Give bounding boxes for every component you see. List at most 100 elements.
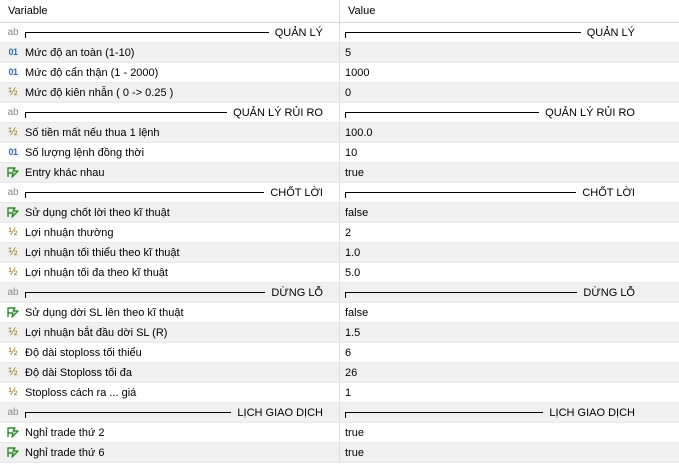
integer-type-icon: 01 xyxy=(8,147,18,157)
variable-name: Độ dài Stoploss tối đa xyxy=(25,366,133,379)
table-row[interactable]: ½ Stoploss cách ra ... giá 1 xyxy=(0,383,679,403)
variable-cell[interactable]: ½ Lợi nhuận bắt đầu dời SL (R) xyxy=(0,323,340,342)
variable-cell[interactable]: ½ Mức độ kiên nhẫn ( 0 -> 0.25 ) xyxy=(0,83,340,102)
variable-value: 2 xyxy=(345,226,352,239)
variable-cell[interactable]: ab DỪNG LỖ xyxy=(0,283,340,302)
table-row[interactable]: 01 Mức độ cẩn thận (1 - 2000) 1000 xyxy=(0,63,679,83)
column-header-variable[interactable]: Variable xyxy=(0,0,340,22)
integer-type-icon: 01 xyxy=(8,47,18,57)
variable-cell[interactable]: ½ Lợi nhuận tối đa theo kĩ thuật xyxy=(0,263,340,282)
table-row[interactable]: ½ Số tiền mất nếu thua 1 lệnh 100.0 xyxy=(0,123,679,143)
table-body: ab QUẢN LÝ QUẢN LÝ 01 Mức độ an toàn (1-10) 5… xyxy=(0,23,679,463)
separator-line xyxy=(25,412,232,418)
variable-cell[interactable]: ½ Stoploss cách ra ... giá xyxy=(0,383,340,402)
section-separator-value: QUẢN LÝ RỦI RO xyxy=(345,107,649,119)
variable-value: 5.0 xyxy=(345,266,361,279)
variable-name: Độ dài stoploss tối thiểu xyxy=(25,346,142,359)
double-type-icon: ½ xyxy=(8,226,18,238)
variable-cell[interactable]: ½ Độ dài Stoploss tối đa xyxy=(0,363,340,382)
variable-value: 100.0 xyxy=(345,126,373,139)
table-row[interactable]: Nghỉ trade thứ 6 true xyxy=(0,443,679,463)
table-row[interactable]: ½ Lợi nhuận tối thiểu theo kĩ thuật 1.0 xyxy=(0,243,679,263)
separator-line xyxy=(25,112,228,118)
value-cell[interactable]: false xyxy=(340,203,679,222)
separator-line xyxy=(345,292,578,298)
value-cell[interactable]: 100.0 xyxy=(340,123,679,142)
variable-cell[interactable]: ab QUẢN LÝ RỦI RO xyxy=(0,103,340,122)
bool-type-icon xyxy=(6,167,20,178)
value-cell[interactable]: 1 xyxy=(340,383,679,402)
value-cell[interactable]: 5 xyxy=(340,43,679,62)
value-cell[interactable]: 26 xyxy=(340,363,679,382)
table-row[interactable]: ½ Lợi nhuận thường 2 xyxy=(0,223,679,243)
table-header: Variable Value xyxy=(0,0,679,23)
value-cell[interactable]: QUẢN LÝ xyxy=(340,23,679,42)
value-cell[interactable]: 1.0 xyxy=(340,243,679,262)
variable-cell[interactable]: Sử dụng dời SL lên theo kĩ thuật xyxy=(0,303,340,322)
section-separator-value: QUẢN LÝ xyxy=(345,27,649,39)
variable-cell[interactable]: ½ Lợi nhuận thường xyxy=(0,223,340,242)
variable-value: 1.5 xyxy=(345,326,361,339)
bool-type-icon xyxy=(6,307,20,318)
variable-cell[interactable]: Entry khác nhau xyxy=(0,163,340,182)
table-row[interactable]: ½ Lợi nhuận tối đa theo kĩ thuật 5.0 xyxy=(0,263,679,283)
value-cell[interactable]: 10 xyxy=(340,143,679,162)
variable-cell[interactable]: ½ Lợi nhuận tối thiểu theo kĩ thuật xyxy=(0,243,340,262)
variable-cell[interactable]: Sử dụng chốt lời theo kĩ thuật xyxy=(0,203,340,222)
variable-value: 26 xyxy=(345,366,358,379)
table-row[interactable]: ½ Lợi nhuận bắt đầu dời SL (R) 1.5 xyxy=(0,323,679,343)
value-cell[interactable]: LỊCH GIAO DỊCH xyxy=(340,403,679,422)
value-cell[interactable]: 1.5 xyxy=(340,323,679,342)
variable-name: Lợi nhuận thường xyxy=(25,226,114,239)
variable-name: Lợi nhuận tối thiểu theo kĩ thuật xyxy=(25,246,180,259)
variable-name: Số lượng lệnh đồng thời xyxy=(25,146,145,159)
value-cell[interactable]: false xyxy=(340,303,679,322)
variable-cell[interactable]: Nghỉ trade thứ 6 xyxy=(0,443,340,462)
value-cell[interactable]: true xyxy=(340,423,679,442)
table-row[interactable]: Nghỉ trade thứ 2 true xyxy=(0,423,679,443)
variable-value: 1 xyxy=(345,386,352,399)
variable-cell[interactable]: ab QUẢN LÝ xyxy=(0,23,340,42)
variable-cell[interactable]: Nghỉ trade thứ 2 xyxy=(0,423,340,442)
value-cell[interactable]: 2 xyxy=(340,223,679,242)
table-row[interactable]: ab LỊCH GIAO DỊCH LỊCH GIAO DỊCH xyxy=(0,403,679,423)
variable-name: Entry khác nhau xyxy=(25,166,105,179)
variable-cell[interactable]: ½ Độ dài stoploss tối thiểu xyxy=(0,343,340,362)
variable-cell[interactable]: ab LỊCH GIAO DỊCH xyxy=(0,403,340,422)
value-cell[interactable]: DỪNG LỖ xyxy=(340,283,679,302)
value-cell[interactable]: 1000 xyxy=(340,63,679,82)
value-cell[interactable]: QUẢN LÝ RỦI RO xyxy=(340,103,679,122)
table-row[interactable]: ab DỪNG LỖ DỪNG LỖ xyxy=(0,283,679,303)
table-row[interactable]: ½ Độ dài stoploss tối thiểu 6 xyxy=(0,343,679,363)
variable-cell[interactable]: ab CHỐT LỜI xyxy=(0,183,340,202)
table-row[interactable]: ab CHỐT LỜI CHỐT LỜI xyxy=(0,183,679,203)
section-value: DỪNG LỖ xyxy=(583,286,635,299)
column-header-value[interactable]: Value xyxy=(340,0,679,22)
double-type-icon: ½ xyxy=(8,386,18,398)
variable-name: Sử dụng dời SL lên theo kĩ thuật xyxy=(25,306,184,319)
table-row[interactable]: Sử dụng chốt lời theo kĩ thuật false xyxy=(0,203,679,223)
section-separator: QUẢN LÝ xyxy=(25,27,335,39)
table-row[interactable]: ½ Mức độ kiên nhẫn ( 0 -> 0.25 ) 0 xyxy=(0,83,679,103)
value-cell[interactable]: CHỐT LỜI xyxy=(340,183,679,202)
variable-cell[interactable]: 01 Mức độ an toàn (1-10) xyxy=(0,43,340,62)
table-row[interactable]: Sử dụng dời SL lên theo kĩ thuật false xyxy=(0,303,679,323)
table-row[interactable]: 01 Số lượng lệnh đồng thời 10 xyxy=(0,143,679,163)
value-cell[interactable]: true xyxy=(340,163,679,182)
section-title: DỪNG LỖ xyxy=(271,286,323,299)
table-row[interactable]: Entry khác nhau true xyxy=(0,163,679,183)
section-title: QUẢN LÝ RỦI RO xyxy=(233,106,323,119)
value-cell[interactable]: 6 xyxy=(340,343,679,362)
variable-name: Mức độ cẩn thận (1 - 2000) xyxy=(25,66,159,79)
value-cell[interactable]: 0 xyxy=(340,83,679,102)
variable-cell[interactable]: 01 Số lượng lệnh đồng thời xyxy=(0,143,340,162)
table-row[interactable]: ½ Độ dài Stoploss tối đa 26 xyxy=(0,363,679,383)
table-row[interactable]: ab QUẢN LÝ RỦI RO QUẢN LÝ RỦI RO xyxy=(0,103,679,123)
value-cell[interactable]: true xyxy=(340,443,679,462)
table-row[interactable]: ab QUẢN LÝ QUẢN LÝ xyxy=(0,23,679,43)
value-cell[interactable]: 5.0 xyxy=(340,263,679,282)
variable-cell[interactable]: 01 Mức độ cẩn thận (1 - 2000) xyxy=(0,63,340,82)
double-type-icon: ½ xyxy=(8,266,18,278)
variable-cell[interactable]: ½ Số tiền mất nếu thua 1 lệnh xyxy=(0,123,340,142)
table-row[interactable]: 01 Mức độ an toàn (1-10) 5 xyxy=(0,43,679,63)
